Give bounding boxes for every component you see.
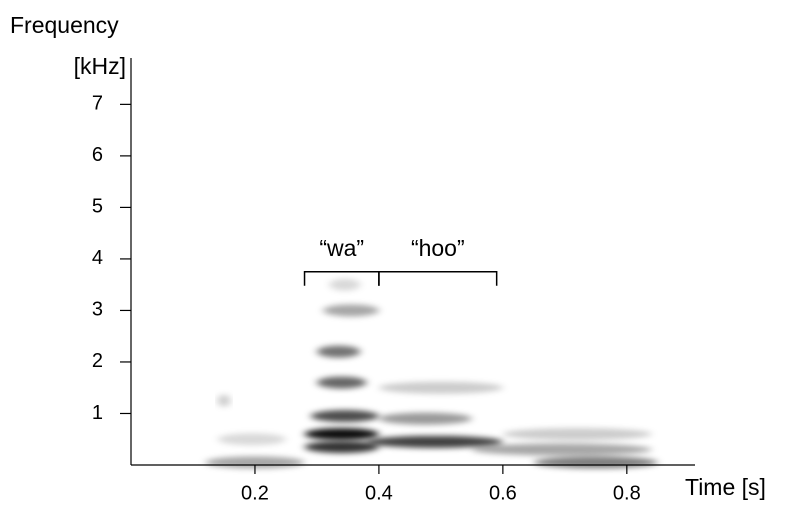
x-axis-label: Time [s] bbox=[685, 474, 766, 500]
spectral-band bbox=[533, 456, 658, 469]
y-axis-label: Frequency bbox=[10, 12, 119, 38]
spectral-band bbox=[366, 435, 503, 448]
spectral-band bbox=[310, 410, 379, 423]
x-tick-label: 0.6 bbox=[489, 482, 517, 504]
y-tick-label: 1 bbox=[92, 402, 103, 424]
y-axis-label: [kHz] bbox=[74, 53, 126, 79]
x-tick-label: 0.8 bbox=[613, 482, 641, 504]
x-tick-label: 0.2 bbox=[241, 482, 269, 504]
spectral-band bbox=[316, 376, 367, 389]
spectral-band bbox=[217, 394, 231, 407]
y-tick-label: 6 bbox=[92, 144, 103, 166]
y-tick-label: 3 bbox=[92, 299, 103, 321]
y-tick-label: 7 bbox=[92, 93, 103, 115]
spectral-band bbox=[304, 440, 379, 453]
annotation-label: “hoo” bbox=[411, 235, 465, 261]
spectral-band bbox=[502, 428, 652, 441]
spectral-band bbox=[471, 443, 652, 456]
spectral-band bbox=[378, 412, 472, 425]
spectral-band bbox=[378, 381, 503, 394]
annotation-bracket bbox=[378, 271, 498, 286]
spectral-band bbox=[304, 428, 379, 441]
spectral-band bbox=[217, 433, 286, 446]
y-tick-label: 5 bbox=[92, 196, 103, 218]
x-tick-label: 0.4 bbox=[365, 482, 393, 504]
annotation-label: “wa” bbox=[319, 235, 364, 261]
spectrogram bbox=[205, 278, 658, 469]
y-tick-label: 4 bbox=[92, 247, 103, 269]
spectral-band bbox=[329, 278, 361, 291]
spectral-band bbox=[323, 304, 379, 317]
y-tick-label: 2 bbox=[92, 350, 103, 372]
spectral-band bbox=[316, 345, 361, 358]
